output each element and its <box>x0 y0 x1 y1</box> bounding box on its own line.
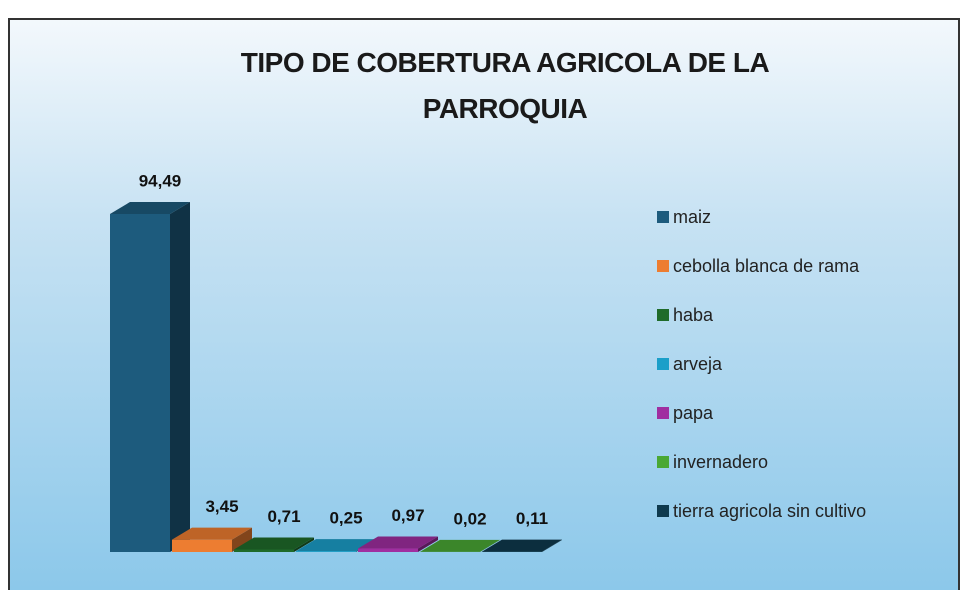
legend-swatch <box>657 211 669 223</box>
bar-front <box>172 539 232 552</box>
bar-top <box>296 539 376 552</box>
bar <box>420 539 500 552</box>
chart-frame: 94,49 3,45 0,71 0,25 0,97 0,02 0,11 maiz cebolla… <box>8 18 960 590</box>
chart-title: TIPO DE COBERTURA AGRICOLA DE LA PARROQU… <box>240 47 770 124</box>
bar-front <box>234 549 294 552</box>
bar-top <box>420 539 500 552</box>
data-label: 3,45 <box>205 497 238 516</box>
data-label: 0,71 <box>267 507 300 526</box>
legend-swatch <box>657 407 669 419</box>
bar-side <box>480 539 500 552</box>
legend-swatch <box>657 358 669 370</box>
legend-swatch <box>657 309 669 321</box>
data-label: 0,97 <box>391 506 424 525</box>
bar-side <box>170 202 190 552</box>
bar-side <box>294 537 314 552</box>
legend-swatch <box>657 260 669 272</box>
legend-swatch <box>657 505 669 517</box>
data-label: 94,49 <box>139 171 182 190</box>
bar-side <box>542 539 562 552</box>
bar-side <box>232 527 252 552</box>
bar <box>172 527 252 552</box>
legend-label: maiz <box>673 207 711 227</box>
legend-label: arveja <box>673 354 723 374</box>
bar-side <box>418 536 438 552</box>
bar-top <box>172 527 252 540</box>
bar <box>234 537 314 552</box>
bar-front <box>296 551 356 552</box>
legend-label: papa <box>673 403 714 423</box>
data-label: 0,11 <box>516 509 548 528</box>
legend-label: cebolla blanca de rama <box>673 256 860 276</box>
bar-top <box>358 536 438 549</box>
bar-top <box>234 537 314 550</box>
bar-front <box>358 548 418 552</box>
bar <box>358 536 438 552</box>
bar <box>110 202 190 552</box>
legend-label: tierra agricola sin cultivo <box>673 501 866 521</box>
legend-swatch <box>657 456 669 468</box>
bar-front <box>110 214 170 552</box>
data-label: 0,02 <box>453 509 486 528</box>
legend-label: haba <box>673 305 714 325</box>
data-label: 0,25 <box>329 509 362 528</box>
legend-label: invernadero <box>673 452 768 472</box>
bar-top <box>482 539 562 552</box>
chart: 94,49 3,45 0,71 0,25 0,97 0,02 0,11 maiz cebolla… <box>110 171 866 552</box>
bar-top <box>110 202 190 214</box>
bar <box>482 539 562 552</box>
